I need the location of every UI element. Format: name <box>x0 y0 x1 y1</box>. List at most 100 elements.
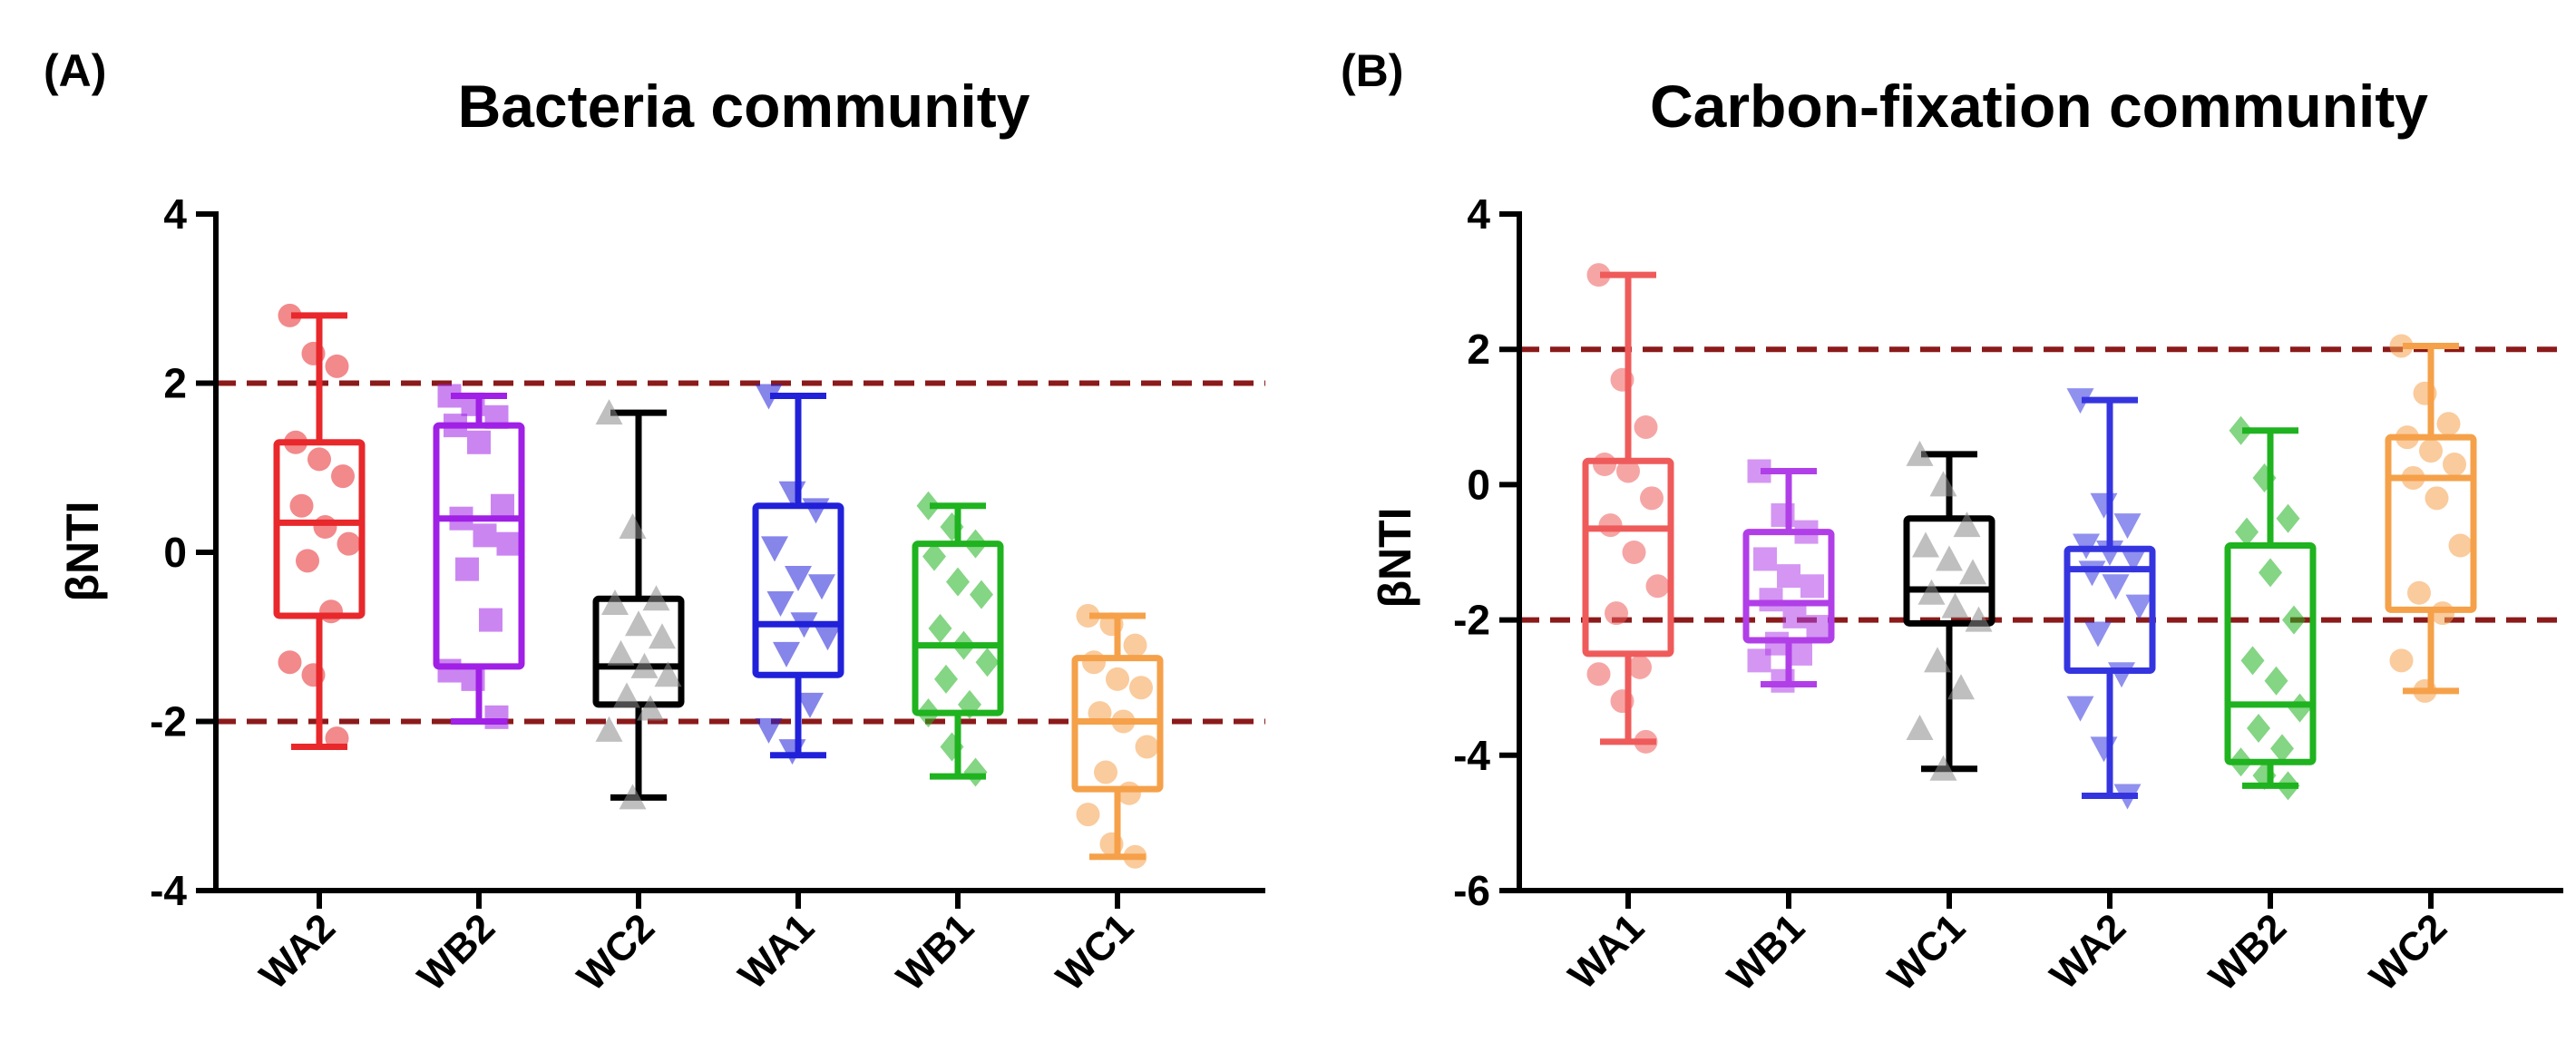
panel-a-WB2-point-13 <box>484 705 509 729</box>
panel-a-WA1-point-10 <box>796 692 824 718</box>
panel-a-ytick-label-3: -2 <box>150 698 187 745</box>
panel-a-WA2-point-2 <box>325 354 349 378</box>
panel-a-WB2-point-2 <box>484 404 509 429</box>
panel-b-WB2-point-13 <box>2276 771 2300 801</box>
panel-b-WB2-point-2 <box>2276 503 2300 533</box>
panel-a-WA1-point-1 <box>778 481 806 507</box>
panel-b-WB1-point-10 <box>1789 641 1812 666</box>
panel-b-WA1-point-3 <box>1593 453 1616 477</box>
panel-a-WB2-point-3 <box>444 414 467 438</box>
panel-b-WA2-point-8 <box>2125 594 2153 620</box>
panel-b-WB1-point-1 <box>1771 502 1795 527</box>
panel-a-WC2-point-12 <box>619 784 647 810</box>
panel-b-ylabel: βNTI <box>1370 507 1420 608</box>
panel-b-WB2-iqr-box <box>2224 542 2317 765</box>
panel-b-WC1-point-4 <box>1936 545 1963 571</box>
panel-a-WB1-point-10 <box>958 689 981 719</box>
panel-b-WB2-point-7 <box>2264 666 2288 696</box>
panel-b-WC1-point-8 <box>1965 606 1993 632</box>
panel-b-category-WB2: WB2 <box>2200 905 2295 999</box>
panel-a-boxes <box>273 303 1164 869</box>
panel-b-ytick-label-1: 2 <box>1467 326 1490 373</box>
panel-a-category-WC1: WC1 <box>1048 905 1142 999</box>
panel-a-WC1-point-10 <box>1117 781 1141 805</box>
panel-b-WC2-point-9 <box>2407 580 2431 605</box>
panel-a-WC1-point-13 <box>1123 844 1147 869</box>
panel-b-reference-lines <box>1519 346 2563 623</box>
panel-a-WB2-point-1 <box>461 392 485 416</box>
panel-a-WB2-point-10 <box>479 608 503 632</box>
panel-b-WC1-point-7 <box>1941 592 1969 619</box>
panel-a-box-WC2 <box>592 399 685 810</box>
panel-b-WC2-point-7 <box>2425 486 2449 511</box>
panel-b-WA2-point-4 <box>2096 541 2123 566</box>
panel-a-WB1-point-6 <box>928 613 952 643</box>
panel-b-WC2-point-5 <box>2443 453 2466 477</box>
panel-a-WB1-point-3 <box>922 541 946 571</box>
panel-b-WC2-point-1 <box>2413 381 2437 405</box>
panel-a-WA2-point-9 <box>296 549 319 573</box>
panel-b-box-WB2 <box>2224 415 2317 801</box>
panel-a-WC1-point-6 <box>1088 701 1112 726</box>
panel-b-WC1-iqr-box <box>1903 515 1995 627</box>
panel-a-WC1-point-0 <box>1076 603 1100 628</box>
panel-a-WA1-point-8 <box>814 625 842 651</box>
panel-b-WA2-point-5 <box>2120 547 2147 573</box>
panel-b-title: Carbon-fixation community <box>1650 73 2428 140</box>
panel-b-WB1-point-6 <box>1759 588 1783 612</box>
panel-b-ytick-label-2: 0 <box>1467 461 1490 508</box>
panel-b-ytick-label-3: -2 <box>1453 597 1490 644</box>
panel-b-WC2-point-12 <box>2413 678 2437 703</box>
panel-a-WB1-point-5 <box>970 580 993 609</box>
panel-a-axes <box>213 211 1265 893</box>
panel-b-WA2-point-6 <box>2078 560 2106 587</box>
panel-a-label: (A) <box>44 45 106 96</box>
panel-a-WB2-point-11 <box>437 658 462 683</box>
panel-a-WB1-point-4 <box>946 567 970 597</box>
panel-a-WC2-point-5 <box>649 623 676 649</box>
panel-a-WA1-point-7 <box>790 612 818 638</box>
panel-a-WB1-point-2 <box>963 529 988 559</box>
panel-a-bacteria: (A) Bacteria community βNTI 420-2-4 WA2 W… <box>44 45 1265 999</box>
panel-b-box-WA2 <box>2064 388 2156 810</box>
panel-a-WC2-point-3 <box>601 589 629 615</box>
panel-b-WB1-point-0 <box>1747 459 1771 483</box>
panel-a-WA2-point-10 <box>319 599 343 624</box>
panel-b-WB1-point-4 <box>1777 564 1800 589</box>
panel-a-WB1-point-7 <box>951 630 976 660</box>
panel-a-WC2-point-2 <box>642 585 670 611</box>
panel-b-WB1-point-12 <box>1771 668 1795 693</box>
panel-b-WA2-point-3 <box>2073 533 2100 560</box>
panel-b-carbon-fixation: (B) Carbon-fixation community βNTI 4 2 0 -2… <box>1341 45 2563 999</box>
panel-b-category-WC2: WC2 <box>2361 905 2455 999</box>
panel-b-box-WA1 <box>1582 263 1674 754</box>
panel-a-WA1-point-9 <box>773 641 800 667</box>
panel-a-category-WC2: WC2 <box>569 905 663 999</box>
panel-a-WC1-point-1 <box>1099 612 1124 637</box>
panel-b-WC1-point-5 <box>1959 559 1986 585</box>
panel-b-WB2-point-4 <box>2259 558 2282 588</box>
panel-a-WC2-point-7 <box>630 652 659 678</box>
panel-b-WA1-point-12 <box>1610 689 1634 714</box>
panel-a-WB2-iqr-box <box>433 422 525 670</box>
panel-b-WB2-point-11 <box>2229 747 2253 777</box>
panel-b-WA2-point-0 <box>2066 388 2094 414</box>
panel-b-WA2-point-7 <box>2102 574 2130 600</box>
panel-b-WC2-point-3 <box>2395 425 2419 450</box>
panel-a-box-WA1 <box>752 384 844 765</box>
panel-b-WA2-point-11 <box>2066 696 2094 722</box>
panel-a-WB2-point-5 <box>491 493 514 518</box>
panel-b-category-WC1: WC1 <box>1879 905 1974 999</box>
panel-a-WB2-point-6 <box>449 506 473 531</box>
panel-b-WC2-point-6 <box>2401 465 2425 490</box>
panel-b-WA1-point-5 <box>1640 486 1664 511</box>
panel-b-WC1-point-10 <box>1947 674 1975 700</box>
panel-a-ytick-label-1: 2 <box>163 360 187 407</box>
panel-b-WC2-point-2 <box>2436 412 2461 436</box>
panel-a-WA1-point-3 <box>761 536 788 562</box>
panel-b-WA1-point-2 <box>1634 414 1658 439</box>
panel-b-WC2-point-0 <box>2389 334 2414 358</box>
panel-a-box-WB1 <box>912 491 1004 787</box>
panel-b-WC1-point-11 <box>1906 714 1934 740</box>
